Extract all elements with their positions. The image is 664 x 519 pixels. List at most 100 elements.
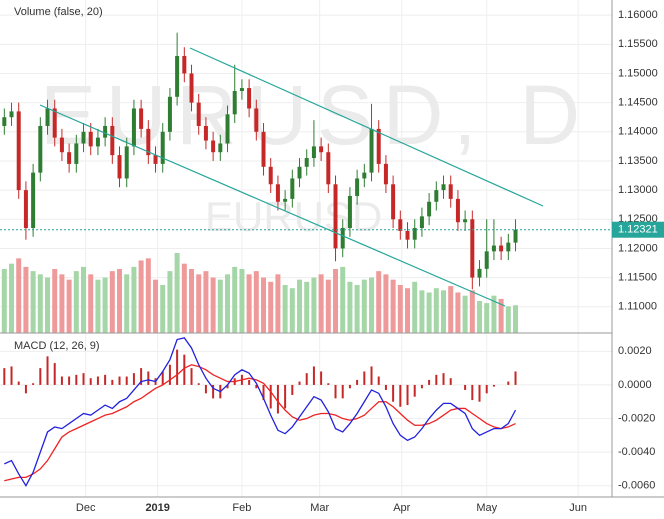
y-tick-label: 1.11000 <box>618 301 657 313</box>
watermark-sub: EURUSD <box>205 193 382 240</box>
volume-bar <box>174 253 180 333</box>
volume-bar <box>1 269 7 333</box>
candle-body <box>326 152 331 185</box>
volume-bar <box>275 274 281 333</box>
histogram-bar <box>147 371 150 385</box>
x-tick-label: Mar <box>310 502 329 514</box>
volume-bar <box>484 303 490 333</box>
histogram-bar <box>276 384 279 414</box>
volume-bar <box>333 269 339 333</box>
histogram-bar <box>68 376 71 385</box>
candle-body <box>441 184 446 191</box>
x-tick-label: May <box>476 502 497 514</box>
histogram-bar <box>168 364 171 385</box>
volume-bar <box>491 295 497 333</box>
volume-bar <box>66 279 72 333</box>
volume-bar <box>318 274 324 333</box>
volume-bar <box>505 306 511 333</box>
volume-bar <box>448 286 454 333</box>
volume-bar <box>59 274 65 333</box>
volume-bar <box>383 274 389 333</box>
candle-body <box>455 198 460 223</box>
candle-body <box>391 184 396 220</box>
histogram-bar <box>96 376 99 385</box>
histogram-bar <box>370 366 373 385</box>
candle-body <box>23 190 28 229</box>
last-price-label: 1.12321 <box>618 224 658 236</box>
volume-bar <box>268 281 274 333</box>
candle-body <box>383 163 388 185</box>
histogram-bar <box>176 349 179 385</box>
histogram-bar <box>392 384 395 402</box>
y-tick-label: 1.13000 <box>618 184 658 196</box>
histogram-bar <box>104 374 107 385</box>
candle-body <box>448 184 453 199</box>
y-tick-label: 1.14500 <box>618 97 658 109</box>
volume-bar <box>405 288 411 333</box>
channel-lower <box>39 104 506 307</box>
candle-body <box>477 268 482 278</box>
histogram-bar <box>132 373 135 385</box>
volume-bar <box>419 290 425 333</box>
volume-bar <box>189 269 195 333</box>
candle-body <box>67 152 72 164</box>
volume-bar <box>354 285 360 333</box>
histogram-bar <box>464 384 467 390</box>
volume-bar <box>117 269 123 333</box>
candle-body <box>196 102 201 126</box>
histogram-bar <box>356 379 359 385</box>
histogram-bar <box>53 363 56 385</box>
volume-bar <box>304 281 310 333</box>
candle-body <box>16 111 21 191</box>
histogram-bar <box>449 378 452 385</box>
volume-bar <box>102 277 108 333</box>
volume-bar <box>433 288 439 333</box>
x-tick-label: Jun <box>569 502 587 514</box>
volume-bar <box>167 271 173 333</box>
candle-body <box>304 158 309 167</box>
histogram-bar <box>420 384 423 389</box>
volume-bar <box>81 266 87 333</box>
candle-body <box>513 229 518 243</box>
volume-bar <box>369 277 375 333</box>
candle-body <box>182 55 187 74</box>
x-tick-label: 2019 <box>145 502 169 514</box>
candle-body <box>59 137 64 153</box>
volume-bar <box>95 279 101 333</box>
volume-bar <box>498 298 504 333</box>
volume-bar <box>109 271 115 333</box>
candle-body <box>88 131 93 147</box>
channel-upper <box>189 47 544 207</box>
volume-bar <box>390 279 396 333</box>
histogram-bar <box>435 374 438 385</box>
volume-bar <box>246 274 252 333</box>
histogram-bar <box>514 371 517 385</box>
volume-bar <box>160 285 166 333</box>
histogram-bar <box>478 384 481 402</box>
histogram-bar <box>118 376 121 385</box>
macd-label: MACD (12, 26, 9) <box>14 340 100 352</box>
volume-bar <box>513 305 519 333</box>
x-tick-label: Feb <box>232 502 251 514</box>
histogram-bar <box>341 384 344 399</box>
histogram-bar <box>348 384 351 389</box>
volume-bar <box>30 271 36 333</box>
candle-body <box>203 125 208 141</box>
histogram-bar <box>377 376 380 385</box>
volume-bar <box>376 271 382 333</box>
candle-body <box>369 128 374 173</box>
histogram-bar <box>183 354 186 385</box>
y-tick-label: 1.15500 <box>618 38 658 50</box>
candle-body <box>175 55 180 97</box>
candle-body <box>52 108 57 138</box>
histogram-bar <box>327 383 330 385</box>
histogram-bar <box>413 384 416 397</box>
y-tick-label: 1.16000 <box>618 9 658 21</box>
y-tick-label: 1.13500 <box>618 155 658 167</box>
volume-bar <box>289 288 295 333</box>
candle-body <box>362 172 367 179</box>
y-tick-label: 1.12000 <box>618 242 658 254</box>
volume-bar <box>397 285 403 333</box>
candle-body <box>398 219 403 231</box>
